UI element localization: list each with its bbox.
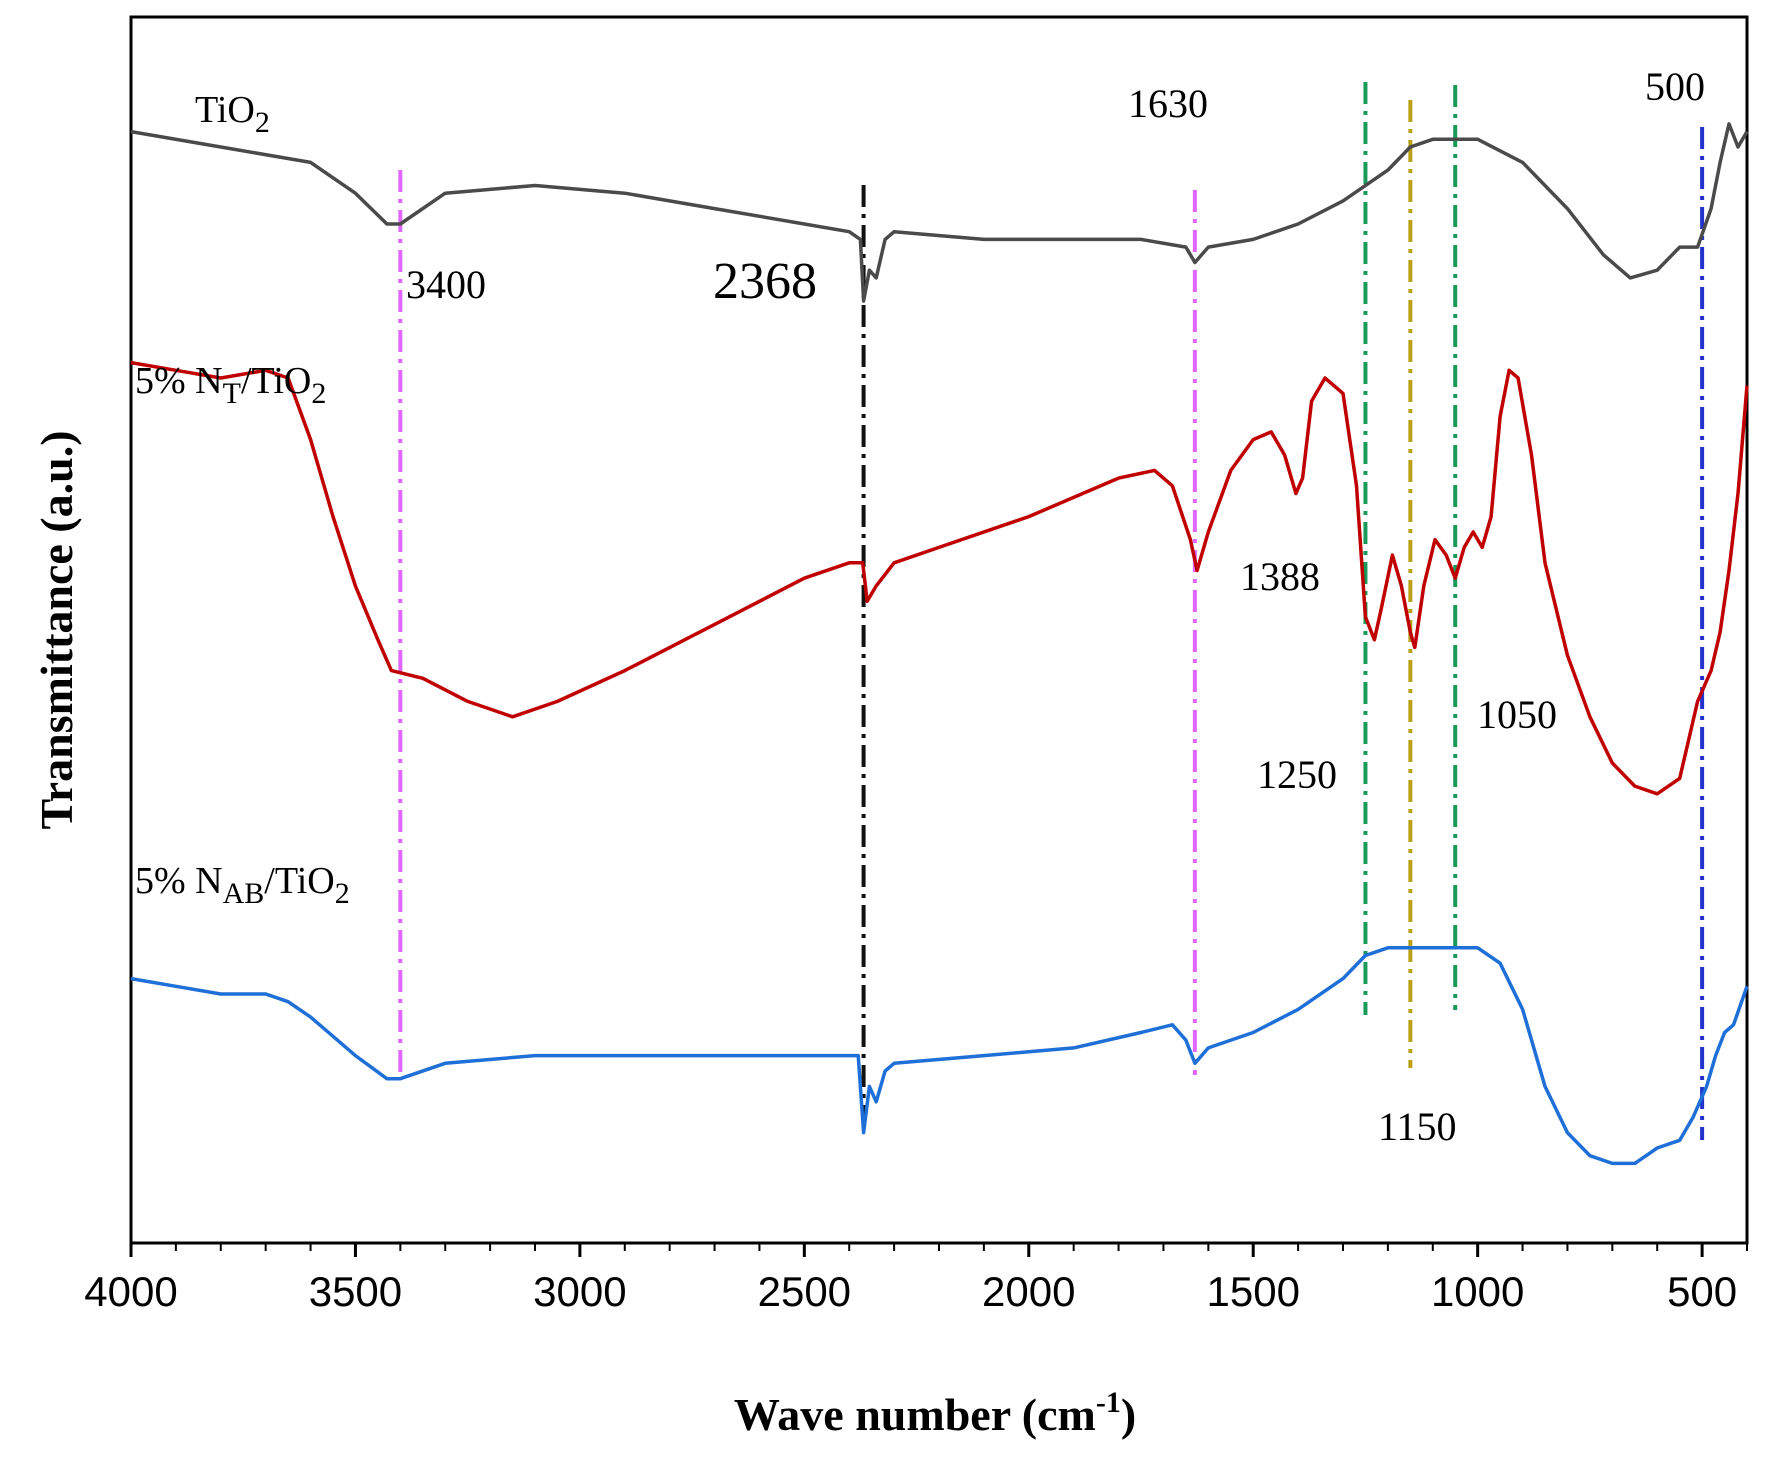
x-tick-label: 1000: [1431, 1268, 1524, 1315]
series-line-1: [130, 360, 1749, 796]
series-label-tio2: TiO2: [195, 89, 270, 139]
annotation-3400: 3400: [406, 262, 486, 307]
x-axis-title: Wave number (cm-1): [734, 1386, 1136, 1440]
x-axis: 4000 3500 3000 2500 2000 1500 1000 500: [84, 1243, 1748, 1315]
annotation-1250: 1250: [1257, 752, 1337, 797]
x-tick-label: 4000: [84, 1268, 177, 1315]
x-tick-label: 2000: [982, 1268, 1075, 1315]
series-label-nab: 5% NAB/TiO2: [135, 860, 350, 910]
x-tick-label: 3000: [533, 1268, 626, 1315]
series-label-nt: 5% NT/TiO2: [135, 360, 326, 410]
x-tick-label: 500: [1667, 1268, 1737, 1315]
y-axis-title: Transmittance (a.u.): [31, 430, 82, 829]
x-tick-label: 1500: [1207, 1268, 1300, 1315]
series-line-0: [130, 122, 1749, 303]
annotation-1630: 1630: [1128, 81, 1208, 126]
annotation-1388: 1388: [1240, 554, 1320, 599]
marker-lines: [398, 82, 1705, 1140]
annotation-2368: 2368: [713, 253, 817, 310]
annotation-500: 500: [1645, 64, 1705, 109]
x-tick-label: 2500: [758, 1268, 851, 1315]
series-lines: [130, 122, 1749, 1166]
x-tick-label: 3500: [309, 1268, 402, 1315]
annotation-1150: 1150: [1378, 1104, 1457, 1149]
annotation-1050: 1050: [1477, 692, 1557, 737]
series-line-2: [130, 946, 1749, 1166]
